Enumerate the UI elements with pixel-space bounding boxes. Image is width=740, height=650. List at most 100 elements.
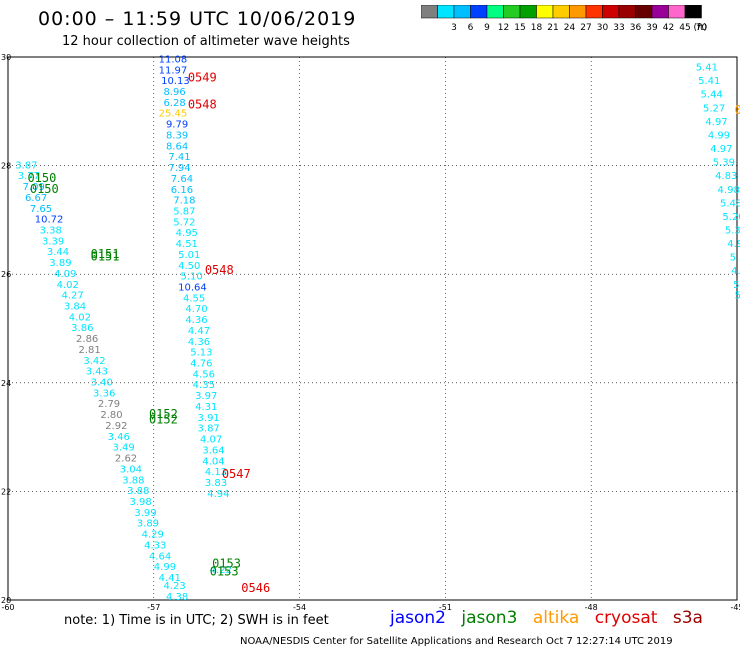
track-value-east: 5.27: [703, 103, 725, 114]
time-label: 03: [735, 103, 740, 117]
track-value-east: 4.98: [718, 185, 740, 196]
track-value-east: 5.48: [720, 198, 740, 209]
track-value-cryosat: 10.13: [161, 76, 190, 87]
track-value-cryosat: 6.16: [171, 185, 193, 196]
color-bin-label: 30: [597, 23, 609, 33]
map-subtitle: 12 hour collection of altimeter wave hei…: [62, 34, 350, 49]
track-value-cryosat: 3.87: [198, 424, 220, 435]
track-value-cryosat: 4.94: [207, 489, 229, 500]
color-bin-label: 45: [679, 23, 690, 33]
track-value-jason3: 4.29: [142, 530, 164, 541]
track-value-cryosat: 4.31: [195, 402, 217, 413]
y-tick-label: 30: [1, 53, 11, 62]
color-bin-label: 33: [613, 23, 624, 33]
track-value-cryosat: 7.94: [168, 163, 190, 174]
track-value-east: 4.97: [710, 144, 732, 155]
track-value-east: 4.99: [708, 130, 730, 141]
track-value-cryosat: 4.56: [193, 369, 215, 380]
color-bin-label: 36: [630, 23, 642, 33]
color-bin-label: 12: [498, 23, 509, 33]
track-value-cryosat: 4.51: [176, 239, 198, 250]
track-value-jason3: 4.33: [144, 540, 166, 551]
track-value-cryosat: 5.72: [173, 217, 195, 228]
track-value-cryosat: 5.10: [181, 272, 203, 283]
track-value-jason3: 4.27: [61, 291, 83, 302]
legend-jason3: jason3: [461, 608, 518, 628]
track-value-east: 4.97: [705, 117, 727, 128]
y-tick-label: 26: [1, 270, 11, 279]
x-tick-label: -45: [730, 603, 740, 612]
track-value-east: 5.: [730, 253, 740, 264]
color-bin-label: 18: [531, 23, 543, 33]
track-value-jason3: 3.49: [112, 443, 134, 454]
time-label: 0150: [30, 182, 59, 196]
color-bin-label: 27: [580, 23, 591, 33]
time-label: 0546: [241, 581, 270, 595]
map-frame: [7, 56, 738, 601]
track-value-cryosat: 4.70: [185, 304, 207, 315]
time-label: 0152: [149, 407, 178, 421]
track-value-cryosat: 4.47: [188, 326, 210, 337]
track-value-east: 5.: [733, 280, 740, 291]
time-label: 0151: [91, 250, 120, 264]
track-value-cryosat: 4.76: [190, 359, 212, 370]
track-value-cryosat: 11.08: [159, 54, 188, 65]
track-value-jason3: 2.86: [76, 334, 98, 345]
track-value-cryosat: 3.97: [195, 391, 217, 402]
track-value-cryosat: 8.39: [166, 130, 188, 141]
track-value-cryosat: 7.64: [171, 174, 193, 185]
color-scale-legend: 3 6 9 12 15 18 21 24 27 30 33 36 39 42 45 70(ft): [421, 5, 708, 33]
track-value-cryosat: 4.35: [193, 380, 215, 391]
track-value-cryosat: 3.91: [198, 413, 220, 424]
x-tick-label: -48: [585, 603, 598, 612]
x-tick-label: -57: [147, 603, 160, 612]
track-value-east: 5.44: [701, 90, 723, 101]
track-value-jason3: 4.64: [149, 551, 171, 562]
time-label: 0151: [91, 247, 120, 261]
track-value-jason3: 2.62: [115, 454, 137, 465]
legend-cryosat: cryosat: [594, 608, 658, 628]
track-value-cryosat: 11.97: [159, 65, 188, 76]
track-value-jason3: 3.99: [134, 508, 156, 519]
track-value-cryosat: 9.79: [166, 120, 188, 131]
track-value-jason3: 3.36: [93, 388, 115, 399]
x-tick-label: -60: [1, 603, 14, 612]
track-value-jason3: 4.09: [54, 269, 76, 280]
track-value-jason3: 3.98: [130, 497, 152, 508]
track-value-jason3: 3.88: [127, 486, 149, 497]
track-value-cryosat: 8.64: [166, 141, 188, 152]
track-value-jason3: 7.65: [30, 204, 52, 215]
track-value-jason3: 3.88: [122, 475, 144, 486]
track-value-jason3: 2.79: [98, 399, 120, 410]
color-bin-label: 6: [468, 23, 474, 33]
color-bin-label: 15: [514, 23, 525, 33]
legend-altika: altika: [532, 608, 580, 628]
track-value-jason3: 3.43: [86, 367, 108, 378]
track-value-jason3: 4.02: [69, 312, 91, 323]
track-value-east: 4.9: [727, 239, 740, 250]
time-label: 0153: [212, 556, 241, 570]
track-value-east: 5.39: [713, 158, 735, 169]
color-scale-unit: (ft): [694, 23, 708, 33]
time-label: 0548: [205, 263, 234, 277]
track-value-cryosat: 10.64: [178, 282, 207, 293]
time-label: 0150: [27, 171, 56, 185]
track-value-jason3: 3.89: [49, 258, 71, 269]
footer-note: note: 1) Time is in UTC; 2) SWH is in fe…: [64, 613, 329, 628]
legend-s3a: s3a: [672, 608, 703, 628]
track-value-cryosat: 4.50: [178, 261, 200, 272]
satellite-legend: jason2 jason3 altika cryosat s3a: [390, 608, 713, 628]
track-value-cryosat: 7.18: [173, 196, 195, 207]
track-value-east: 5.41: [698, 76, 720, 87]
track-value-cryosat: 5.01: [178, 250, 200, 261]
track-value-cryosat: 4.12: [205, 467, 227, 478]
track-value-jason3: 3.40: [91, 378, 113, 389]
track-value-cryosat: 4.55: [183, 293, 205, 304]
track-value-jason3: 3.04: [120, 464, 142, 475]
track-value-east: 4.83: [715, 171, 737, 182]
time-label: 0152: [149, 413, 178, 427]
time-label: 0548: [188, 98, 217, 112]
track-value-jason3: 10.72: [35, 215, 64, 226]
color-bin-label: 70: [696, 23, 708, 33]
